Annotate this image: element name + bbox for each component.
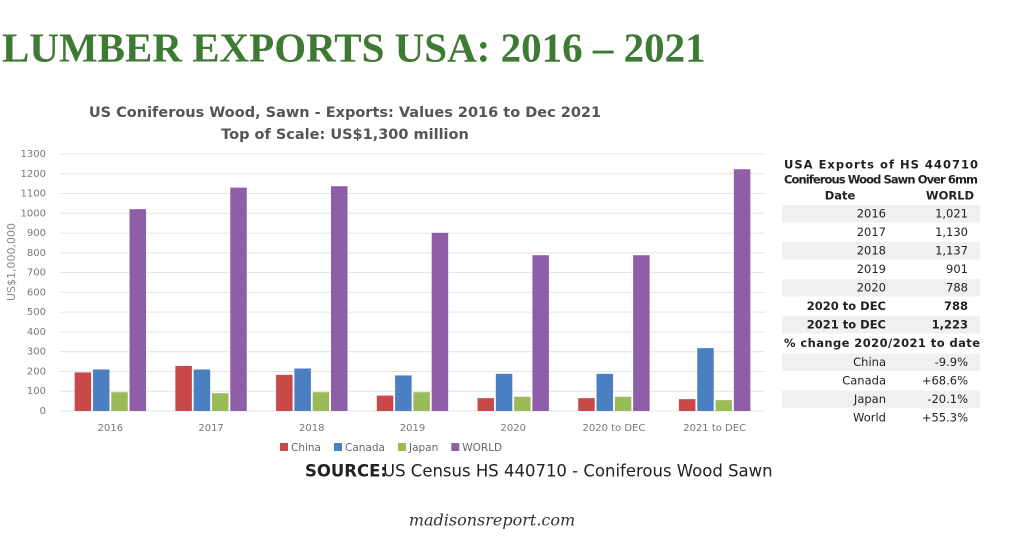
bar: [129, 209, 147, 411]
table-cell: 2018: [857, 244, 886, 258]
x-tick-label: 2020: [500, 423, 525, 434]
row-shade: [782, 205, 980, 223]
table-header: WORLD: [926, 189, 974, 203]
table-cell: Canada: [842, 374, 886, 388]
x-tick-label: 2016: [98, 423, 123, 434]
bar: [376, 395, 394, 411]
chart-subtitle: Top of Scale: US$1,300 million: [221, 127, 469, 143]
legend-swatch: [397, 443, 406, 451]
table-cell: +55.3%: [922, 411, 968, 425]
bar: [312, 392, 330, 411]
table-cell: 2019: [857, 262, 886, 276]
y-tick-label: 900: [27, 228, 46, 239]
bar: [74, 372, 92, 411]
x-tick-label: 2020 to DEC: [582, 423, 645, 434]
bar: [395, 375, 412, 411]
legend-swatch: [280, 443, 288, 451]
legend-swatch: [451, 443, 460, 451]
page-title: LUMBER EXPORTS USA: 2016 – 2021: [2, 24, 706, 70]
y-tick-label: 1300: [21, 149, 46, 160]
table-cell: +68.6%: [922, 374, 968, 388]
source-label: SOURCE:: [305, 462, 387, 481]
bar: [193, 369, 211, 411]
bar: [678, 399, 696, 411]
bar: [633, 255, 650, 411]
y-axis-label: US$1,000,000: [5, 223, 18, 301]
table-cell: 1,223: [932, 318, 968, 332]
table-cell: 2020: [857, 281, 886, 295]
y-tick-label: 500: [27, 307, 46, 318]
table-cell: 1,130: [935, 225, 968, 239]
table-cell: -20.1%: [927, 392, 968, 406]
y-tick-label: 200: [27, 366, 46, 377]
bar: [175, 365, 192, 411]
y-tick-label: 1000: [21, 208, 46, 219]
y-tick-label: 1100: [21, 189, 46, 200]
bar: [92, 369, 110, 411]
row-shade: [782, 390, 980, 408]
y-tick-label: 800: [27, 248, 46, 259]
bar: [715, 400, 733, 411]
bar: [495, 373, 513, 411]
y-tick-label: 0: [40, 406, 46, 417]
bar: [614, 396, 632, 411]
table-cell: World: [853, 411, 886, 425]
bar: [578, 398, 595, 411]
row-shade: [782, 279, 980, 297]
bar: [733, 169, 751, 411]
x-tick-label: 2017: [198, 423, 223, 434]
y-tick-label: 600: [27, 287, 46, 298]
table-cell: 788: [944, 299, 968, 313]
table-cell: 2016: [857, 207, 886, 221]
bar: [230, 187, 247, 411]
bar: [111, 392, 128, 411]
y-tick-label: 400: [27, 327, 46, 338]
row-shade: [782, 316, 980, 334]
x-tick-label: 2019: [400, 423, 425, 434]
y-tick-label: 300: [27, 347, 46, 358]
y-tick-label: 1200: [21, 169, 46, 180]
x-tick-label: 2018: [299, 423, 324, 434]
legend-swatch: [334, 443, 342, 451]
bar: [211, 393, 229, 411]
bar: [596, 373, 614, 411]
chart-title: US Coniferous Wood, Sawn - Exports: Valu…: [89, 105, 601, 121]
x-tick-label: 2021 to DEC: [683, 423, 746, 434]
table-title: Coniferous Wood Sawn Over 6mm: [784, 173, 978, 187]
legend-label: Canada: [345, 442, 385, 454]
table-header: Date: [825, 189, 856, 203]
table-cell: 2017: [857, 225, 886, 239]
table-cell: 2020 to DEC: [807, 299, 886, 313]
y-tick-label: 700: [27, 268, 46, 279]
y-tick-label: 100: [27, 386, 46, 397]
table-cell: -9.9%: [935, 355, 968, 369]
table-cell: 788: [946, 281, 968, 295]
row-shade: [782, 353, 980, 371]
bar: [514, 396, 531, 411]
legend-label: Japan: [408, 442, 438, 454]
bar: [477, 398, 495, 411]
bar: [294, 368, 311, 411]
row-shade: [782, 242, 980, 260]
legend-label: WORLD: [462, 442, 502, 454]
bar: [413, 392, 430, 411]
bar: [697, 348, 714, 411]
bar: [276, 374, 293, 411]
source-text: US Census HS 440710 - Coniferous Wood Sa…: [383, 462, 773, 481]
table-cell: Japan: [853, 392, 886, 406]
table-title: USA Exports of HS 440710: [784, 158, 978, 172]
table-cell: 901: [946, 262, 968, 276]
bar: [532, 255, 549, 411]
table-cell: 1,137: [935, 244, 968, 258]
table-section-title: % change 2020/2021 to date: [784, 336, 980, 350]
bar: [330, 186, 348, 411]
site-name: madisonsreport.com: [409, 511, 575, 530]
table-cell: China: [853, 355, 886, 369]
legend-label: China: [291, 442, 321, 454]
table-cell: 2021 to DEC: [807, 318, 886, 332]
bar: [431, 232, 449, 411]
table-cell: 1,021: [935, 207, 968, 221]
